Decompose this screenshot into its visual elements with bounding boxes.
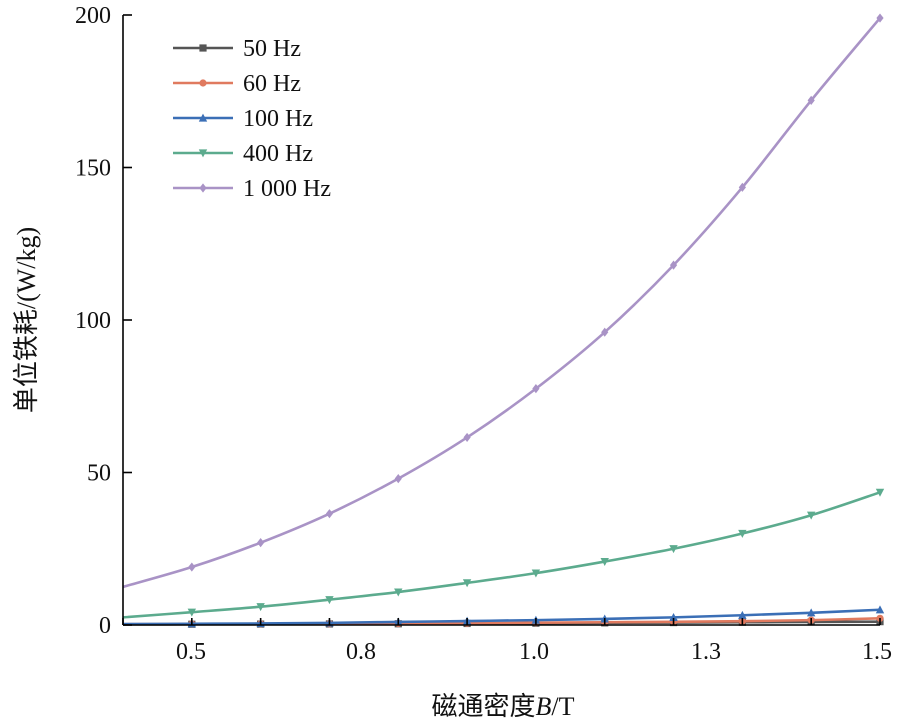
x-axis-title-variable: B <box>536 692 552 721</box>
data-point <box>256 603 265 612</box>
series-400-hz <box>122 488 885 619</box>
x-axis-title-unit: /T <box>551 692 574 721</box>
y-tick-label: 100 <box>75 308 111 334</box>
legend-marker <box>199 44 207 52</box>
data-point <box>325 596 334 605</box>
legend-marker <box>199 79 207 87</box>
legend-marker <box>198 113 208 122</box>
data-point <box>325 509 334 519</box>
data-point <box>738 610 747 619</box>
y-tick-label: 200 <box>75 3 111 29</box>
y-tick-label: 50 <box>87 461 111 487</box>
data-point <box>531 569 541 578</box>
x-tick-label: 1.3 <box>691 639 721 665</box>
data-point <box>188 562 196 572</box>
data-point <box>875 605 885 614</box>
legend-label: 50 Hz <box>243 36 301 62</box>
data-point <box>806 511 816 520</box>
data-point <box>394 474 402 484</box>
data-point <box>532 384 540 394</box>
series-1-000-hz <box>122 13 884 589</box>
data-point <box>876 13 884 23</box>
x-tick-label: 0.8 <box>346 639 376 665</box>
legend-label: 400 Hz <box>243 141 313 167</box>
data-point <box>738 182 746 192</box>
data-point <box>806 608 816 617</box>
legend-item: 60 Hz <box>173 71 301 97</box>
data-point <box>807 95 815 105</box>
legend-label: 60 Hz <box>243 71 301 97</box>
data-point <box>738 529 747 538</box>
series-line <box>122 17 881 589</box>
series-line <box>122 491 881 619</box>
axis-titles: 磁通密度B/T 单位铁耗/(W/kg) <box>12 227 575 721</box>
x-axis-title: 磁通密度B/T <box>431 692 574 721</box>
data-point <box>669 545 678 554</box>
data-point <box>187 608 197 617</box>
series-line <box>122 608 881 626</box>
legend-item: 400 Hz <box>173 141 313 167</box>
data-point <box>463 432 471 443</box>
plot-marks <box>122 13 885 628</box>
data-point <box>394 588 403 597</box>
data-point <box>669 612 678 621</box>
axes: 0 50 100 150 200 0.5 0.8 1.0 1.3 1.5 <box>75 3 892 665</box>
data-point <box>462 579 472 588</box>
legend-label: 100 Hz <box>243 106 313 132</box>
y-tick-label: 0 <box>99 613 111 639</box>
data-point <box>257 538 265 548</box>
y-tick-label: 150 <box>75 156 111 182</box>
data-point <box>669 260 678 270</box>
x-axis-title-main: 磁通密度 <box>431 692 535 721</box>
legend-item: 100 Hz <box>173 106 313 132</box>
data-point <box>600 557 609 566</box>
y-axis-title: 单位铁耗/(W/kg) <box>12 227 41 413</box>
x-tick-label: 1.5 <box>862 639 892 665</box>
legend-marker <box>199 183 207 193</box>
legend-label: 1 000 Hz <box>243 176 331 202</box>
legend-item: 50 Hz <box>173 36 301 62</box>
legend-marker <box>198 149 208 158</box>
x-tick-label: 1.0 <box>519 639 549 665</box>
x-tick-label: 0.5 <box>176 639 206 665</box>
legend-item: 1 000 Hz <box>173 176 331 202</box>
data-point <box>875 488 885 497</box>
data-point <box>601 327 609 337</box>
legend: 50 Hz 60 Hz 100 Hz 400 Hz 1 000 Hz <box>173 36 331 202</box>
